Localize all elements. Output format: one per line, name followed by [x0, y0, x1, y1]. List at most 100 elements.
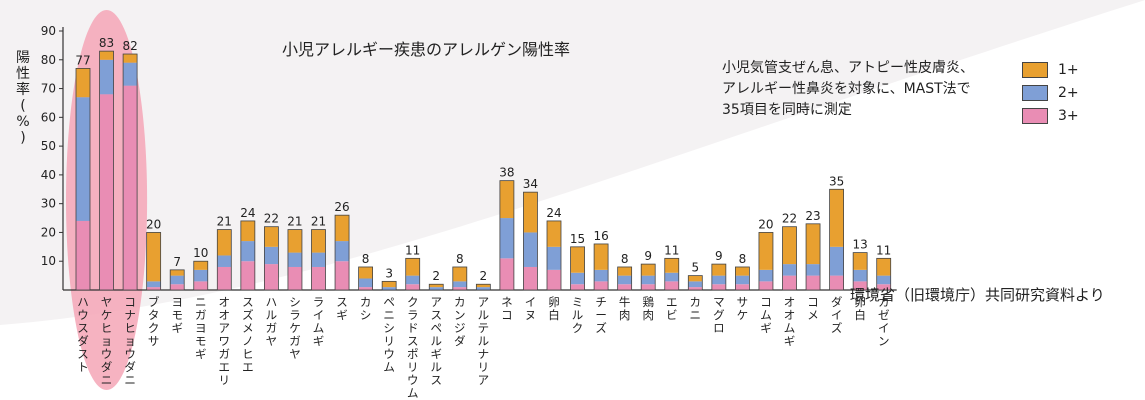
bar-value-label: 20	[146, 217, 161, 231]
bar-segment	[570, 246, 585, 273]
category-label-char: ル	[478, 308, 490, 322]
bar-segment	[193, 261, 208, 270]
category-label-char: イ	[878, 321, 890, 335]
category-label-char: イ	[313, 308, 325, 322]
category-label-char: ス	[77, 347, 89, 361]
category-label-char: ネ	[501, 295, 513, 309]
category-label-char: ト	[77, 360, 89, 374]
category-label-char: リ	[407, 360, 419, 374]
category-label-char: ガ	[266, 321, 278, 335]
bar-segment	[123, 62, 138, 86]
category-label-char: コ	[807, 295, 819, 309]
bar-outline	[852, 252, 868, 291]
bar-segment	[594, 281, 609, 290]
category-label-char: コ	[760, 295, 772, 309]
bar-outline	[475, 283, 491, 291]
category-label-char: ヒ	[101, 321, 113, 335]
category-label-char: ム	[383, 360, 395, 374]
bar-outline	[876, 257, 892, 291]
category-label-char: ダ	[77, 334, 89, 348]
category-label-char: ゼ	[878, 308, 890, 322]
bar-segment	[287, 229, 302, 253]
bar-segment	[429, 284, 444, 288]
category-label-char: ー	[595, 308, 607, 322]
bar-outline	[169, 269, 185, 291]
bar-segment	[806, 264, 821, 276]
category-label-char: ル	[572, 308, 584, 322]
bar-outline	[428, 283, 444, 291]
category-label-char: ギ	[336, 308, 348, 322]
bar-outline	[311, 229, 326, 291]
category-label-char: ミ	[572, 295, 584, 309]
bar-outline	[240, 220, 256, 291]
category-label-char: ラ	[407, 308, 419, 322]
category-label-char: ナ	[478, 347, 490, 361]
category-label-char: ヤ	[101, 295, 113, 309]
bar-outline	[216, 229, 232, 291]
bar-segment	[76, 220, 90, 290]
category-label-char: 卵	[548, 295, 560, 309]
bar-segment	[382, 281, 397, 288]
bar-value-label: 13	[853, 238, 868, 252]
bar-segment	[547, 246, 561, 270]
bar-value-label: 11	[664, 243, 679, 257]
bar-segment	[405, 275, 420, 285]
category-label-char: ブ	[148, 295, 160, 309]
y-axis-label-char: )	[20, 130, 26, 146]
category-label-char: オ	[784, 308, 796, 322]
category-label-char: ノ	[242, 334, 254, 348]
bar-value-label: 7	[173, 255, 181, 269]
bar-outline	[617, 266, 633, 291]
bar-segment	[170, 275, 185, 285]
category-label-char: ヨ	[171, 295, 183, 309]
category-label-char: ロ	[713, 321, 725, 335]
bar-outline	[640, 263, 656, 291]
category-label-char: ク	[148, 321, 160, 335]
bar-segment	[146, 232, 161, 282]
bar-segment	[547, 269, 561, 290]
bar-segment	[806, 223, 821, 265]
y-tick-label: 20	[41, 225, 56, 239]
category-label-char: ダ	[124, 360, 136, 374]
category-label-char: ヨ	[195, 321, 207, 335]
category-label-char: テ	[478, 321, 490, 335]
bar-segment	[570, 284, 585, 290]
bar-segment	[829, 246, 844, 276]
bar-segment	[499, 180, 514, 219]
category-label-char: ス	[431, 308, 443, 322]
category-label-char: ド	[407, 321, 419, 335]
category-label-char: リ	[383, 334, 395, 348]
bar-segment	[335, 261, 350, 290]
y-tick-label: 90	[41, 24, 56, 38]
category-label-char: ナ	[124, 308, 136, 322]
bar-segment	[99, 51, 114, 60]
bar-segment	[829, 275, 844, 290]
bar-segment	[758, 269, 773, 282]
bar-value-label: 11	[876, 243, 891, 257]
bar-segment	[876, 258, 891, 276]
category-label-char: ダ	[831, 295, 843, 309]
category-label-char: ガ	[289, 334, 301, 348]
bar-outline	[546, 220, 562, 291]
bar-segment	[853, 281, 868, 290]
bar-outline	[146, 232, 162, 291]
bar-segment	[99, 59, 114, 95]
legend-item: 2+	[1022, 81, 1079, 104]
category-label-char: ニ	[124, 373, 136, 387]
bar-segment	[405, 284, 420, 290]
category-label-char: オ	[219, 308, 231, 322]
bar-segment	[170, 284, 185, 290]
category-label-char: オ	[784, 295, 796, 309]
bar-segment	[240, 220, 255, 242]
bar-value-label: 22	[782, 212, 797, 226]
category-label-char: 牛	[619, 295, 631, 309]
bar-segment	[264, 246, 279, 265]
y-tick-label: 40	[41, 168, 56, 182]
bar-value-label: 34	[523, 177, 538, 191]
category-label-char: モ	[171, 308, 183, 322]
category-label-char: ニ	[101, 373, 113, 387]
bar-value-label: 77	[75, 53, 90, 67]
category-label-char: ポ	[407, 347, 419, 361]
bar-outline	[829, 188, 844, 291]
